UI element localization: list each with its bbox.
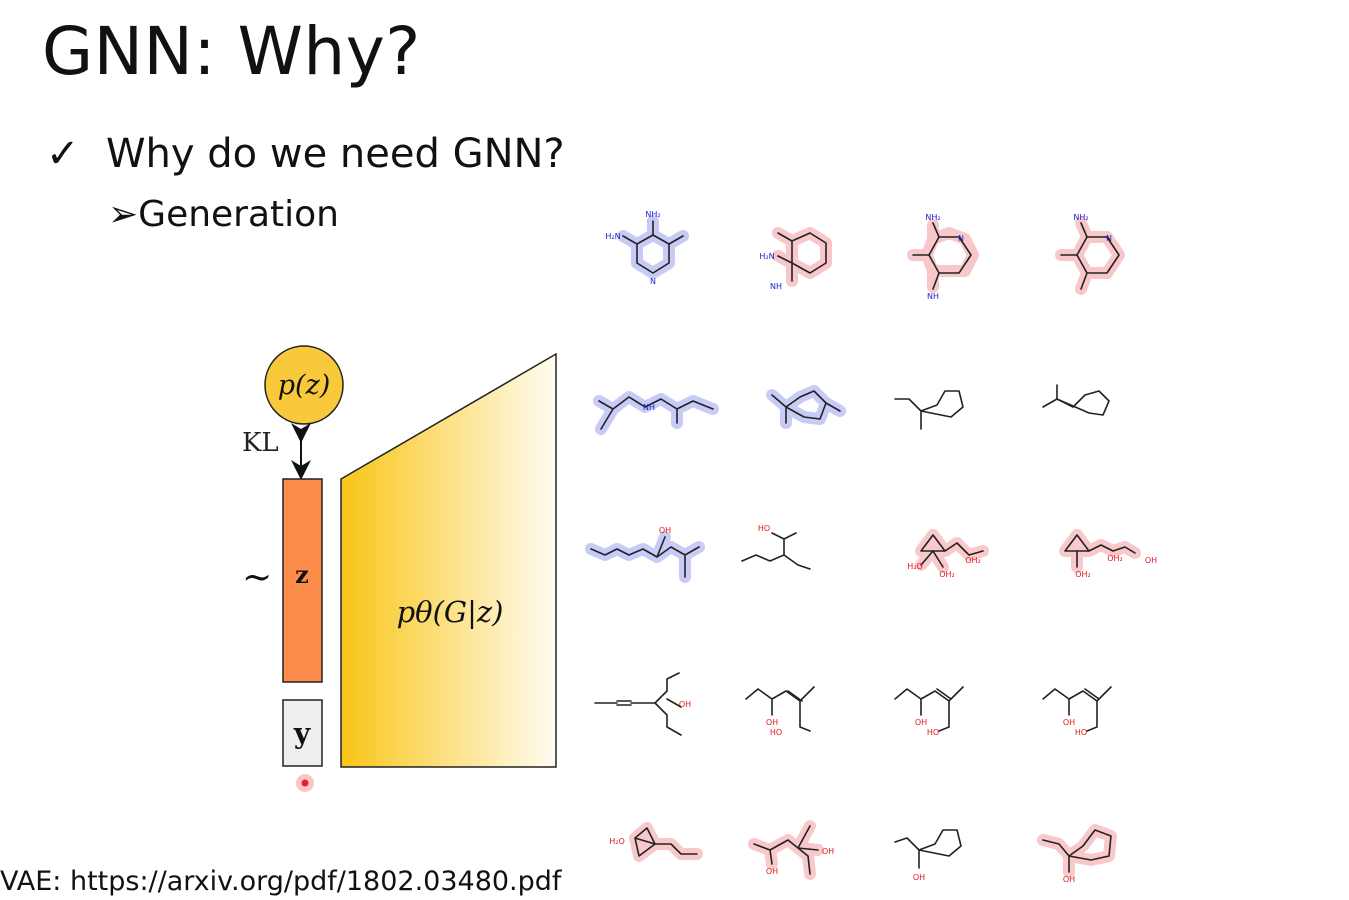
molecule-r2c4	[1042, 384, 1110, 416]
molecule-r4c3: OH HO	[894, 686, 964, 737]
molecule-r4c1: OH	[594, 672, 691, 736]
atom-label: NH₂	[645, 210, 660, 219]
molecule-r1c3: NH₂ N NH	[907, 213, 979, 301]
atom-label: OH₂	[939, 570, 955, 579]
molecule-r1c2: H₂N NH	[759, 227, 832, 291]
atom-label: H₂O	[907, 562, 923, 571]
latent-z-label: z	[295, 560, 309, 589]
sub-bullet-text: Generation	[138, 194, 340, 235]
atom-label: NH₂	[1073, 213, 1088, 222]
atom-label: NH₂	[925, 213, 940, 222]
condition-y-label: y	[293, 717, 311, 750]
atom-label: OH	[915, 718, 927, 727]
pointer-dot-core	[301, 779, 309, 787]
bullet-why-gnn: ✓ Why do we need GNN?	[46, 126, 565, 182]
atom-label: OH	[822, 847, 834, 856]
bullet-text: Why do we need GNN?	[106, 131, 565, 177]
sub-bullet-generation: ➢Generation	[108, 192, 339, 238]
atom-label: N	[650, 277, 656, 286]
atom-label: NH	[770, 282, 782, 291]
atom-label: OH	[659, 526, 671, 535]
molecule-r4c4: OH HO	[1042, 686, 1112, 737]
atom-label: HO	[1075, 728, 1087, 737]
molecule-r3c3: H₂O OH₂ OH₂	[907, 529, 989, 579]
molecule-r1c4: NH₂ N	[1055, 213, 1125, 295]
atom-label: HO	[770, 728, 782, 737]
atom-label: OH	[766, 718, 778, 727]
molecule-grid: NH₂ H₂N N H₂N NH NH₂	[585, 210, 1157, 884]
molecule-r3c1: OH	[585, 526, 705, 583]
atom-label: N	[1106, 234, 1112, 243]
atom-label: OH	[1063, 875, 1075, 884]
molecule-r2c3	[894, 390, 964, 430]
atom-label: HO	[758, 524, 770, 533]
molecule-r5c1: H₂O	[609, 822, 703, 862]
slide-title: GNN: Why?	[42, 13, 421, 90]
molecule-r5c3: OH	[894, 829, 962, 882]
tilde-symbol: ~	[242, 557, 272, 598]
condition-y-box	[282, 699, 323, 767]
molecule-r5c4: OH	[1037, 824, 1117, 884]
atom-label: OH	[913, 873, 925, 882]
checkmark-icon: ✓	[46, 131, 80, 177]
atom-label: OH₂	[1075, 570, 1091, 579]
atom-label: OH	[766, 867, 778, 876]
atom-label: NH	[927, 292, 939, 301]
molecule-r5c2: OH OH	[748, 820, 834, 880]
atom-label: HO	[927, 728, 939, 737]
atom-label: H₂O	[609, 837, 625, 846]
atom-label: N	[958, 234, 964, 243]
molecule-r3c2: HO	[741, 524, 811, 570]
atom-label: H₂N	[759, 252, 774, 261]
prior-label: p(z)	[278, 370, 331, 401]
atom-label: NH	[643, 403, 655, 412]
atom-label: OH	[1145, 556, 1157, 565]
kl-label: KL	[242, 428, 279, 458]
atom-label: OH	[1063, 718, 1075, 727]
latent-z-box	[282, 478, 323, 683]
molecule-r4c2: OH HO	[745, 686, 815, 737]
decoder-trapezoid	[340, 352, 557, 768]
atom-label: H₂N	[605, 232, 620, 241]
molecule-r2c2	[766, 385, 846, 429]
molecule-r2c1: NH	[593, 391, 719, 435]
vae-diagram: p(z) KL ~ z y pθ(G|z)	[242, 345, 557, 792]
citation-link[interactable]: VAE: https://arxiv.org/pdf/1802.03480.pd…	[0, 866, 562, 897]
molecule-r3c4: OH₂ OH₂ OH	[1059, 529, 1157, 579]
molecule-r1c1: NH₂ H₂N N	[605, 210, 689, 286]
arrowhead-bullet-icon: ➢	[108, 194, 139, 235]
decoder-label: pθ(G|z)	[397, 595, 504, 629]
atom-label: OH	[679, 700, 691, 709]
atom-label: OH₂	[965, 556, 981, 565]
atom-label: OH₂	[1107, 554, 1123, 563]
